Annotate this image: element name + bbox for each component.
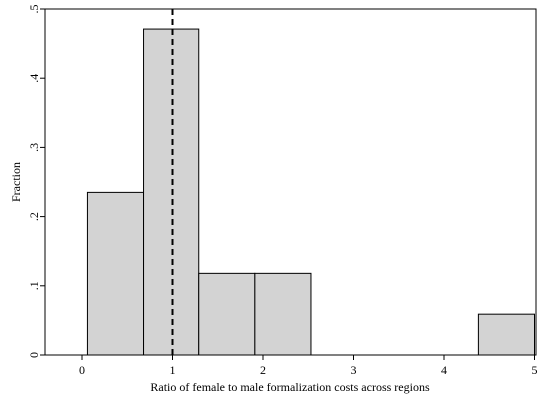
histogram-bar [477,313,536,356]
y-tick-label: .3 [27,143,41,152]
y-axis-label: Fraction [9,162,23,202]
histogram-bar [143,28,200,356]
y-tick-label: .1 [27,281,41,290]
ticks-group: 0 1 2 3 4 5 .5 .4 .3 .2 .1 0 [27,5,538,378]
y-tick-label: .5 [27,5,41,14]
x-tick-label: 3 [351,363,357,377]
histogram-bar [254,272,312,356]
x-tick-label: 1 [170,363,176,377]
bars-group [86,28,536,356]
x-tick-label: 4 [441,363,447,377]
x-tick-label: 5 [532,363,538,377]
x-tick-label: 2 [260,363,266,377]
y-tick-label: .2 [27,212,41,221]
x-axis-label: Ratio of female to male formalization co… [150,380,430,394]
y-tick-label: .4 [27,74,41,83]
y-tick-label: 0 [27,352,41,358]
histogram-bar [86,191,145,356]
x-tick-label: 0 [79,363,85,377]
histogram-bar [198,272,256,356]
